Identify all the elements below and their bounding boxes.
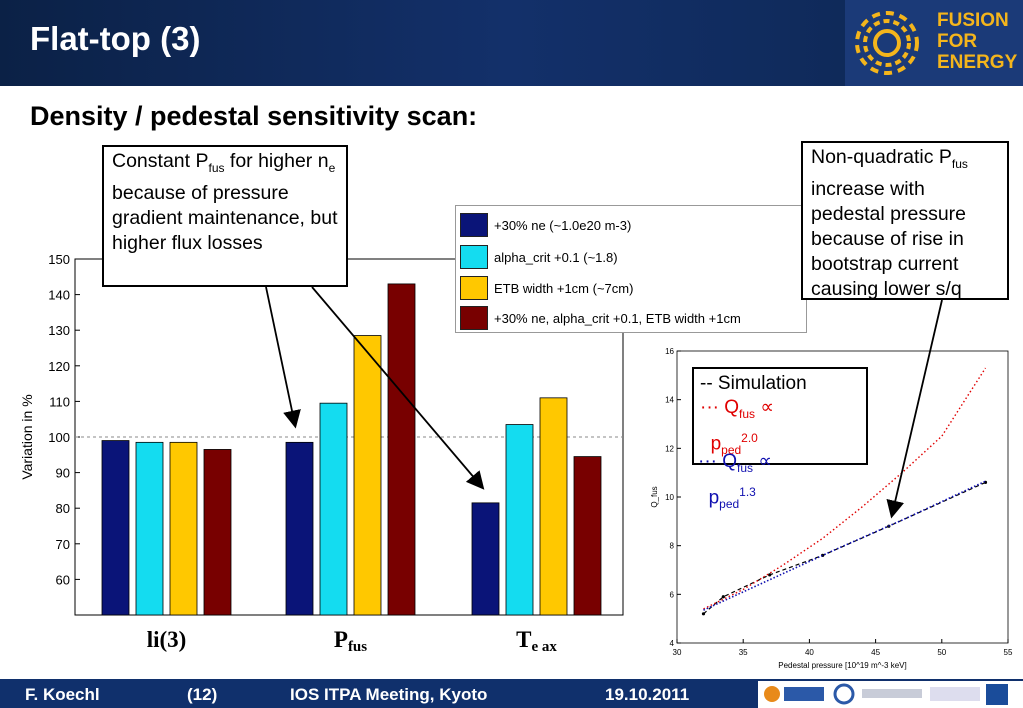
x-tick-label: 30 (673, 648, 682, 657)
y-tick-label: 100 (48, 430, 70, 445)
annotation-right: Non-quadratic Pfus increase with pedesta… (801, 141, 1009, 300)
y-axis-label: Variation in % (19, 394, 35, 479)
partner-logos-icon (764, 683, 1008, 705)
partner-logos (758, 681, 1023, 708)
y-tick-label: 14 (665, 396, 674, 405)
data-point (721, 595, 725, 599)
y-tick-label: 90 (56, 466, 70, 481)
series-line (703, 367, 987, 610)
footer-page: (12) (187, 685, 218, 704)
y-tick-label: 10 (665, 493, 674, 502)
data-point (768, 573, 772, 577)
fusion-for-energy-logo (845, 0, 1023, 86)
legend-label: +30% ne (~1.0e20 m-3) (494, 217, 632, 233)
y-tick-label: 12 (665, 444, 674, 453)
y-tick-label: 80 (56, 501, 70, 516)
y-tick-label: 60 (56, 572, 70, 587)
bar-chart-legend: +30% ne (~1.0e20 m-3) alpha_crit +0.1 (~… (455, 205, 807, 333)
x-tick-label: 40 (805, 648, 814, 657)
bar (285, 441, 314, 616)
y-tick-label: 16 (665, 347, 674, 356)
bar (471, 502, 500, 616)
legend-fit-13: ··· Qfus ∝ pped1.3 (698, 451, 772, 511)
bar (539, 397, 568, 616)
subtitle: Density / pedestal sensitivity scan: (30, 101, 478, 131)
data-point (701, 612, 706, 616)
footer-author: F. Koechl (25, 685, 100, 704)
legend-item: +30% ne (~1.0e20 m-3) (460, 211, 631, 239)
series-line (703, 481, 986, 615)
bar (169, 441, 198, 616)
y-tick-label: 110 (49, 394, 70, 409)
y-tick-label: 4 (670, 639, 675, 648)
legend-swatch (460, 245, 488, 269)
y-tick-label: 130 (48, 323, 70, 338)
y-tick-label: 70 (56, 537, 70, 552)
x-tick-label: 55 (1004, 648, 1013, 657)
legend-label: ETB width +1cm (~7cm) (494, 280, 634, 296)
bar (203, 449, 232, 616)
sun-emblem-icon (855, 11, 919, 75)
x-tick-label: 45 (871, 648, 880, 657)
footer-meeting: IOS ITPA Meeting, Kyoto (290, 685, 488, 704)
x-tick-label: 35 (739, 648, 748, 657)
bar (387, 283, 416, 616)
legend-item: +30% ne, alpha_crit +0.1, ETB width +1cm (460, 304, 741, 332)
bar (353, 335, 382, 616)
annotation-left: Constant Pfus for higher ne because of p… (102, 145, 348, 287)
legend-swatch (460, 306, 488, 330)
bar (505, 424, 534, 616)
line-chart-legend: -- Simulation ··· Qfus ∝ pped2.0 (692, 367, 868, 465)
y-axis-label: Q_fus (650, 486, 659, 507)
x-tick-label: 50 (937, 648, 946, 657)
slide-title: Flat-top (3) (30, 20, 201, 57)
x-axis-label: Pedestal pressure [10^19 m^-3 keV] (778, 661, 906, 670)
legend-label: +30% ne, alpha_crit +0.1, ETB width +1cm (494, 310, 741, 326)
y-tick-label: 8 (670, 542, 675, 551)
legend-item: alpha_crit +0.1 (~1.8) (460, 243, 618, 271)
logo-text: FUSION FOR ENERGY (937, 10, 1018, 73)
y-tick-label: 6 (670, 590, 675, 599)
y-tick-label: 150 (48, 252, 70, 267)
legend-swatch (460, 213, 488, 237)
legend-swatch (460, 276, 488, 300)
legend-label: alpha_crit +0.1 (~1.8) (494, 249, 618, 265)
footer-date: 19.10.2011 (605, 685, 690, 704)
legend-fit-2: ··· Qfus ∝ pped2.0 (700, 397, 774, 457)
legend-item: ETB width +1cm (~7cm) (460, 274, 633, 302)
bar (101, 440, 130, 616)
category-label: li(3) (147, 627, 187, 652)
legend-simulation: -- Simulation (700, 373, 807, 394)
y-tick-label: 120 (48, 359, 70, 374)
header-bar: Flat-top (3) (0, 0, 845, 86)
bar (135, 441, 164, 616)
bar (319, 402, 348, 616)
category-label: Pfus (334, 627, 367, 655)
category-label: Te ax (516, 627, 557, 655)
bar (573, 456, 602, 616)
y-tick-label: 140 (48, 288, 70, 303)
